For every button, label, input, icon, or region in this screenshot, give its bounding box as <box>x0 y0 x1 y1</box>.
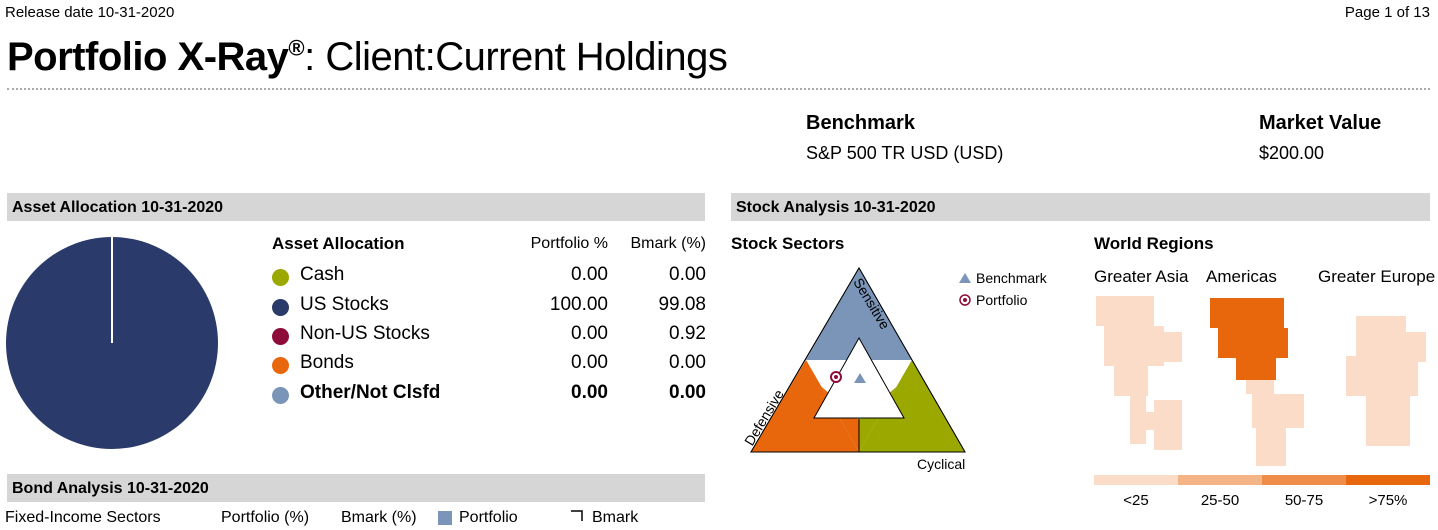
allocation-label: Cash <box>300 264 345 285</box>
bond-analysis-header: Bond Analysis 10-31-2020 <box>7 474 705 502</box>
market-value-label: Market Value <box>1259 112 1382 134</box>
north-america-map-region <box>1210 298 1288 380</box>
bond-legend-portfolio-icon <box>438 511 452 525</box>
legend-label-gt75: >75% <box>1368 492 1408 509</box>
release-date: Release date 10-31-2020 <box>5 4 175 21</box>
page-number: Page 1 of 13 <box>1344 4 1430 21</box>
stock-sectors-title: Stock Sectors <box>731 234 845 253</box>
allocation-bmark-value: 0.00 <box>669 382 706 403</box>
legend-label-50-75: 50-75 <box>1284 492 1324 509</box>
market-value: $200.00 <box>1259 143 1325 163</box>
cyclical-label: Cyclical <box>917 456 966 472</box>
allocation-bmark-value: 0.00 <box>669 264 706 285</box>
non-us-stocks-swatch-icon <box>272 328 289 345</box>
col-bmark-header: Bmark (%) <box>630 235 706 252</box>
legend-swatch-gt75 <box>1346 475 1430 485</box>
bond-legend-bmark-icon <box>571 510 583 521</box>
title-rest: : Client:Current Holdings <box>304 35 728 79</box>
benchmark-value: S&P 500 TR USD (USD) <box>806 143 1004 163</box>
col-portfolio-header: Portfolio % <box>530 235 608 252</box>
allocation-label: US Stocks <box>300 294 389 315</box>
stock-sectors-triangle <box>750 267 966 453</box>
bond-col-portfolio: Portfolio (%) <box>221 509 310 526</box>
allocation-bmark-value: 0.00 <box>669 352 706 373</box>
allocation-row-bonds: Bonds 0.00 0.00 <box>272 352 706 381</box>
legend-swatch-50-75 <box>1262 475 1346 485</box>
defensive-region-a <box>751 360 859 452</box>
stock-analysis-header: Stock Analysis 10-31-2020 <box>731 193 1430 221</box>
world-regions-map <box>1096 296 1426 466</box>
fixed-income-sectors-label: Fixed-Income Sectors <box>5 509 161 526</box>
allocation-portfolio-value: 100.00 <box>549 294 608 315</box>
triangle-border <box>750 267 966 453</box>
allocation-portfolio-value: 0.00 <box>571 323 608 344</box>
registered-mark: ® <box>288 35 305 61</box>
allocation-portfolio-value: 0.00 <box>571 382 608 403</box>
legend-benchmark-icon <box>959 273 971 283</box>
bond-col-bmark: Bmark (%) <box>341 509 417 526</box>
europe-africa-map-region <box>1346 316 1426 446</box>
south-america-map-region <box>1246 380 1304 466</box>
asset-allocation-pie <box>6 237 218 449</box>
page-title: Portfolio X-Ray®: Client:Current Holding… <box>7 35 728 80</box>
legend-portfolio-label: Portfolio <box>976 292 1028 308</box>
cyclical-region-a <box>859 360 965 452</box>
legend-label-lt25: <25 <box>1123 492 1149 509</box>
region-americas: Americas <box>1206 267 1277 286</box>
cash-swatch-icon <box>272 269 289 286</box>
us-stocks-swatch-icon <box>272 299 289 316</box>
benchmark-label: Benchmark <box>806 112 915 134</box>
legend-portfolio-dot-icon <box>963 298 967 302</box>
allocation-row-other: Other/Not Clsfd 0.00 0.00 <box>272 382 706 411</box>
portfolio-marker-dot-icon <box>834 375 838 379</box>
legend-benchmark-label: Benchmark <box>976 270 1047 286</box>
allocation-row-cash: Cash 0.00 0.00 <box>272 264 706 293</box>
region-greater-asia: Greater Asia <box>1094 267 1189 286</box>
asset-allocation-header: Asset Allocation 10-31-2020 <box>7 193 705 221</box>
other-swatch-icon <box>272 387 289 404</box>
bonds-swatch-icon <box>272 357 289 374</box>
allocation-portfolio-value: 0.00 <box>571 352 608 373</box>
legend-label-25-50: 25-50 <box>1200 492 1240 509</box>
legend-swatch-25-50 <box>1178 475 1262 485</box>
title-divider <box>7 88 1430 90</box>
benchmark-marker-icon <box>854 373 866 383</box>
sensitive-region-b <box>806 268 912 360</box>
allocation-label: Bonds <box>300 352 354 373</box>
legend-swatch-lt25 <box>1094 475 1178 485</box>
allocation-portfolio-value: 0.00 <box>571 264 608 285</box>
stock-legend-symbols <box>959 273 971 306</box>
allocation-label: Non-US Stocks <box>300 323 430 344</box>
allocation-bmark-value: 99.08 <box>658 294 706 315</box>
allocation-bmark-value: 0.92 <box>669 323 706 344</box>
allocation-row-us-stocks: US Stocks 100.00 99.08 <box>272 294 706 323</box>
bond-legend-bmark-label: Bmark <box>592 509 639 526</box>
allocation-row-non-us-stocks: Non-US Stocks 0.00 0.92 <box>272 323 706 352</box>
asset-allocation-table-title: Asset Allocation <box>272 234 405 253</box>
asia-map-region <box>1096 296 1182 450</box>
allocation-label: Other/Not Clsfd <box>300 382 441 403</box>
region-greater-europe: Greater Europe <box>1318 267 1436 286</box>
world-regions-title: World Regions <box>1094 234 1214 253</box>
bond-legend-portfolio-label: Portfolio <box>459 509 518 526</box>
title-bold: Portfolio X-Ray <box>7 35 289 79</box>
